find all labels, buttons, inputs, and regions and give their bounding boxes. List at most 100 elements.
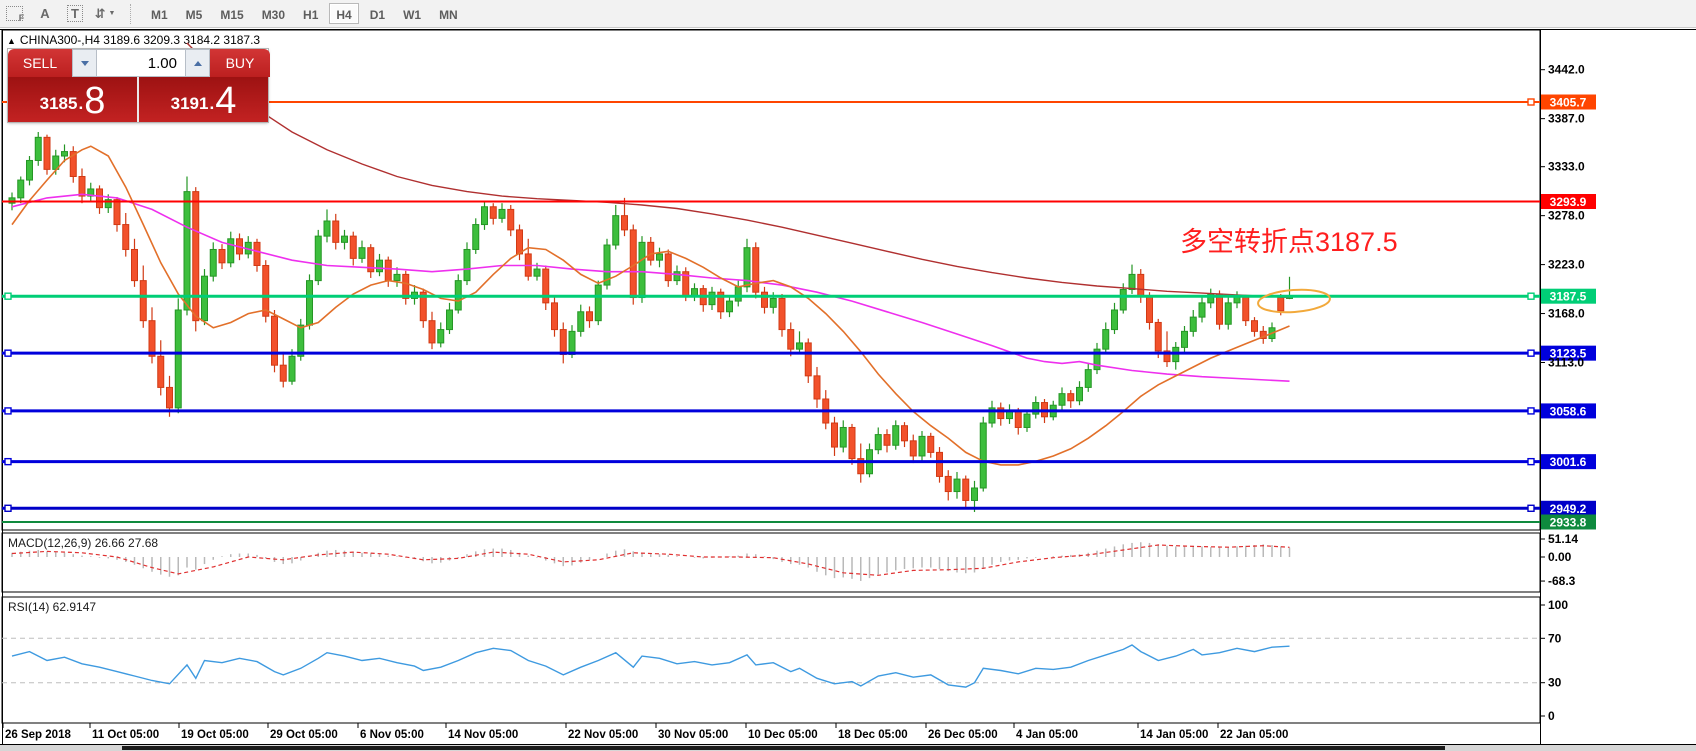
candle-body [997,407,1005,420]
date-label: 18 Dec 05:00 [838,729,908,741]
tf-button-h4[interactable]: H4 [329,3,359,24]
candle-body [769,297,777,308]
candle-body [988,407,996,424]
candle-body [332,220,340,243]
candles-layer [8,131,1293,513]
candle-body [944,475,952,493]
candle-body [726,300,733,313]
macd-tick-label: -68.3 [1548,574,1576,588]
candle-body [26,159,33,181]
candle-body [139,280,147,322]
price-badge-label: 3405.7 [1550,96,1587,110]
candle-body [1067,393,1075,402]
sell-price-panel[interactable]: 3185. 8 [39,80,106,122]
text-label-icon[interactable]: A [40,6,50,21]
tf-button-mn[interactable]: MN [432,3,465,24]
ma-fast-line [11,145,1290,466]
grid-f-icon[interactable]: F [3,4,27,24]
candle-body [253,241,261,266]
price-tick-label: 3333.0 [1548,160,1585,174]
buy-price-main: 3191 [170,94,209,113]
candle-body [621,215,628,231]
candle-body [1102,329,1110,350]
price-badge [1541,94,1596,110]
date-label: 22 Jan 05:00 [1220,729,1288,741]
price-levels-layer: 3405.7 3293.9 3187.5 3123.5 3058.6 3001.6 2949… [2,94,1596,530]
chart-window: ▲ CHINA300-,H4 3189.6 3209.3 3184.2 3187.… [0,28,1696,751]
candle-body [148,320,156,357]
candle-body [752,247,760,293]
ma-mid-line [11,193,1290,382]
price-badge-label: 3001.6 [1550,455,1587,469]
price-tick-label: 3168.0 [1548,307,1585,321]
price-badge-label: 3123.5 [1550,347,1587,361]
date-label: 6 Nov 05:00 [360,729,424,741]
text-box-icon[interactable]: T [63,4,87,24]
candle-body [419,291,427,322]
scrollbar-thumb[interactable] [122,746,1445,750]
tf-button-w1[interactable]: W1 [396,3,428,24]
candle-body [297,324,305,357]
tf-button-m1[interactable]: M1 [144,3,175,24]
price-badge [1541,194,1596,210]
sell-price-big-digit: 8 [84,80,106,122]
volume-input[interactable] [97,49,185,77]
candle-body [778,297,786,331]
buy-button[interactable]: BUY [210,49,270,77]
tf-button-d1[interactable]: D1 [363,3,392,24]
date-label: 26 Sep 2018 [5,729,71,741]
buy-price-panel[interactable]: 3191. 4 [170,80,237,122]
horizontal-scrollbar[interactable] [0,745,1696,751]
candle-body [122,224,130,250]
level-marker [1527,292,1535,300]
tf-button-m30[interactable]: M30 [255,3,292,24]
candle-body [402,273,410,299]
price-badge-label: 3293.9 [1550,195,1587,209]
trade-panel: SELL BUY 3185.8 3191.4 [8,49,270,122]
tf-button-h1[interactable]: H1 [296,3,325,24]
candle-body [796,342,803,350]
tf-button-m15[interactable]: M15 [213,3,250,24]
candle-body [323,220,331,237]
price-badge [1541,403,1596,419]
candle-body [96,188,103,209]
volume-increase-button[interactable] [185,49,210,77]
date-label: 14 Jan 05:00 [1140,729,1208,741]
macd-signal-line [11,544,1290,576]
candle-body [498,208,506,219]
arrange-arrows-icon[interactable]: ⇵ ▼ [94,5,116,21]
candle-body [489,206,497,219]
candle-body [437,329,445,344]
rsi-tick-label: 100 [1548,598,1568,612]
candle-body [131,248,138,282]
candle-body [673,271,681,282]
candle-body [1277,297,1285,312]
level-marker [1527,504,1535,512]
toolbar-separator [130,3,136,24]
price-badge-label: 3187.5 [1550,290,1587,304]
sell-button[interactable]: SELL [8,49,72,77]
candle-body [691,288,698,297]
level-marker [4,292,12,300]
candle-body [227,238,235,264]
candle-body [787,329,795,350]
candle-body [376,259,383,273]
candle-body [367,247,375,273]
macd-layer: 51.14 0.00 -68.3 [11,532,1578,588]
candle-body [918,435,926,457]
tf-button-m5[interactable]: M5 [179,3,210,24]
chart-canvas[interactable]: 3405.7 3293.9 3187.5 3123.5 3058.6 3001.6 2949… [0,28,1696,751]
date-label: 10 Dec 05:00 [748,729,818,741]
candle-body [533,268,541,277]
candle-body [17,179,25,199]
candle-body [306,280,313,326]
volume-decrease-button[interactable] [72,49,97,77]
price-axis: 3442.0 3387.0 3333.0 3278.0 3223.0 3168.0 3113… [1540,63,1585,370]
price-badge [1541,288,1596,304]
dropdown-caret-icon: ▼ [108,10,116,17]
triangle-down-icon [80,60,89,66]
candle-body [962,478,970,501]
candle-body [288,355,296,382]
candle-body [664,253,672,282]
candle-body [656,253,663,261]
